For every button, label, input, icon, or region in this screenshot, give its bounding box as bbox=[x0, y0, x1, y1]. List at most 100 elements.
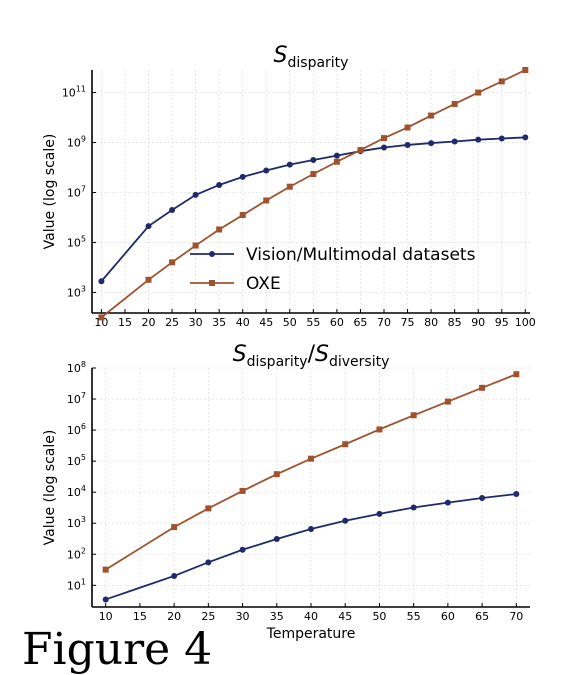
x-tick-label: 100 bbox=[515, 316, 536, 329]
series-line bbox=[100, 136, 526, 282]
x-tick-label: 40 bbox=[236, 316, 250, 329]
series-0 bbox=[98, 134, 529, 285]
x-tick-label: 55 bbox=[407, 610, 421, 623]
data-point bbox=[475, 136, 482, 143]
data-point bbox=[239, 173, 246, 180]
x-tick-label: 40 bbox=[304, 610, 318, 623]
series-line bbox=[105, 373, 517, 571]
y-tick-label: 1011 bbox=[62, 85, 86, 100]
data-point bbox=[381, 144, 387, 151]
y-axis-label: Value (log scale) bbox=[42, 134, 58, 250]
x-tick-label: 70 bbox=[509, 610, 523, 623]
legend-label: Vision/Multimodal datasets bbox=[246, 245, 476, 265]
x-tick-label: 95 bbox=[495, 316, 509, 329]
series-0 bbox=[102, 491, 520, 603]
x-tick-label: 30 bbox=[189, 316, 203, 329]
data-point bbox=[102, 566, 109, 573]
data-point bbox=[479, 384, 486, 391]
x-tick-label: 25 bbox=[201, 610, 215, 623]
data-point bbox=[310, 170, 317, 177]
data-point bbox=[205, 559, 212, 566]
data-point bbox=[169, 259, 176, 266]
data-point bbox=[239, 546, 246, 553]
legend-marker bbox=[209, 280, 215, 286]
data-point bbox=[444, 499, 451, 506]
x-tick-label: 10 bbox=[99, 610, 113, 623]
data-point bbox=[357, 147, 364, 154]
data-point bbox=[333, 152, 340, 159]
data-point bbox=[498, 78, 505, 85]
data-point bbox=[169, 206, 176, 213]
data-point bbox=[451, 100, 458, 107]
x-axis-label: Temperature bbox=[266, 626, 356, 642]
x-tick-label: 60 bbox=[441, 610, 455, 623]
chart-s-disparity-over-s-diversity: 10 15 20 25 30 35 40 45 50 55 60 65 70 101 102 103 104 10… bbox=[42, 342, 530, 642]
data-point bbox=[475, 89, 482, 96]
data-point bbox=[404, 124, 411, 131]
x-tick-label: 15 bbox=[118, 316, 132, 329]
data-point bbox=[308, 455, 314, 462]
data-point bbox=[192, 242, 199, 249]
data-point bbox=[263, 197, 270, 204]
y-tick-label: 106 bbox=[67, 422, 86, 437]
data-point bbox=[308, 526, 314, 533]
series-line bbox=[100, 69, 526, 319]
data-point bbox=[171, 524, 178, 531]
data-point bbox=[216, 181, 223, 188]
x-tick-label: 60 bbox=[330, 316, 344, 329]
x-tick-label: 20 bbox=[142, 316, 156, 329]
legend-marker bbox=[209, 251, 215, 257]
data-point bbox=[286, 183, 293, 190]
y-tick-label: 105 bbox=[67, 234, 86, 249]
x-tick-label: 50 bbox=[283, 316, 297, 329]
data-point bbox=[479, 494, 486, 501]
x-tick-label: 20 bbox=[167, 610, 181, 623]
data-point bbox=[342, 517, 349, 524]
chart-title: Sdisparity bbox=[274, 43, 349, 71]
data-point bbox=[145, 276, 152, 283]
data-point bbox=[273, 471, 280, 478]
y-axis-label: Value (log scale) bbox=[42, 430, 58, 546]
x-tick-label: 85 bbox=[448, 316, 462, 329]
x-tick-label: 55 bbox=[306, 316, 320, 329]
data-point bbox=[428, 140, 435, 147]
data-point bbox=[513, 371, 520, 378]
y-tick-label: 103 bbox=[67, 515, 86, 530]
y-tick-label: 108 bbox=[67, 360, 86, 375]
data-point bbox=[239, 487, 246, 494]
data-point bbox=[145, 223, 152, 230]
figure-caption-fragment: Figure 4 bbox=[22, 624, 213, 675]
chart-s-disparity: 10 15 20 25 30 35 40 45 50 55 60 65 70 75 80 85 90 95 100 1… bbox=[42, 43, 536, 329]
data-point bbox=[410, 504, 417, 511]
series-line bbox=[105, 493, 517, 601]
x-tick-label: 35 bbox=[270, 610, 284, 623]
x-tick-label: 10 bbox=[94, 316, 108, 329]
data-point bbox=[342, 441, 349, 448]
x-tick-label: 50 bbox=[372, 610, 386, 623]
data-point bbox=[381, 135, 387, 142]
x-tick-label: 80 bbox=[424, 316, 438, 329]
y-tick-label: 107 bbox=[67, 184, 86, 199]
data-point bbox=[192, 191, 199, 198]
data-point bbox=[239, 212, 246, 219]
x-tick-label: 70 bbox=[377, 316, 391, 329]
data-point bbox=[451, 138, 458, 145]
data-point bbox=[98, 314, 105, 321]
x-tick-label: 25 bbox=[165, 316, 179, 329]
legend-label: OXE bbox=[246, 274, 281, 294]
x-tick-label: 45 bbox=[259, 316, 273, 329]
x-tick-label: 65 bbox=[353, 316, 367, 329]
data-point bbox=[286, 161, 293, 168]
x-tick-label: 30 bbox=[236, 610, 250, 623]
data-point bbox=[98, 278, 105, 285]
data-point bbox=[376, 510, 383, 517]
data-point bbox=[263, 167, 270, 174]
y-tick-label: 102 bbox=[67, 546, 86, 561]
y-tick-label: 109 bbox=[67, 135, 86, 150]
data-point bbox=[310, 156, 317, 163]
y-tick-label: 104 bbox=[67, 484, 86, 499]
data-point bbox=[498, 135, 505, 142]
figure: 10 15 20 25 30 35 40 45 50 55 60 65 70 75 80 85 90 95 100 1… bbox=[42, 43, 536, 642]
data-point bbox=[273, 536, 280, 543]
data-point bbox=[428, 112, 435, 119]
